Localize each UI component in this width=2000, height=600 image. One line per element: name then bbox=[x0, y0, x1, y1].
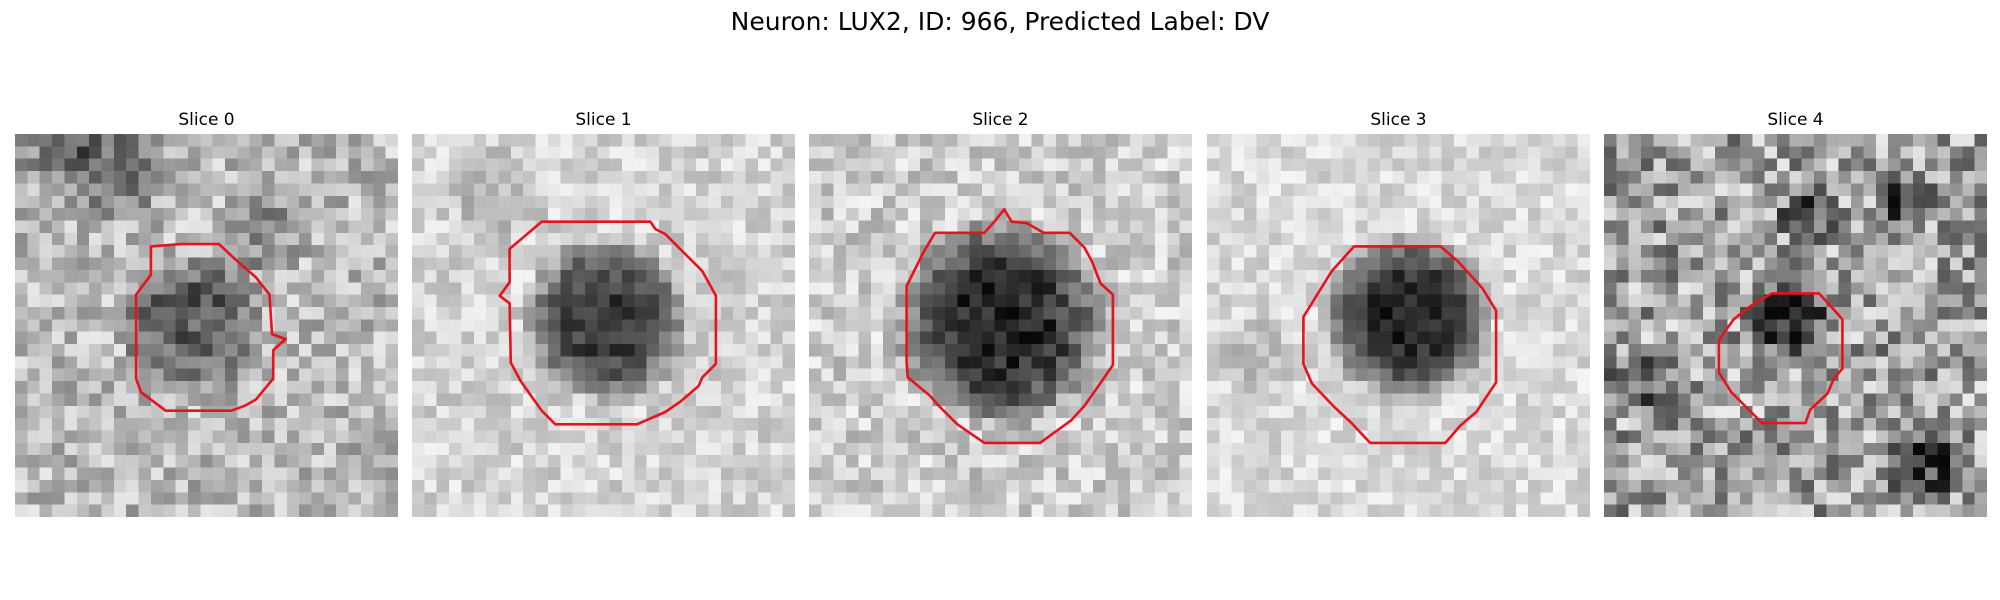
slice-panel-2: Slice 2 bbox=[809, 106, 1192, 517]
slice-image-3 bbox=[1207, 134, 1590, 517]
slice-title-4: Slice 4 bbox=[1767, 110, 1824, 130]
slice-image-2 bbox=[809, 134, 1192, 517]
slice-panel-1: Slice 1 bbox=[412, 106, 795, 517]
roi-contour bbox=[1302, 245, 1498, 445]
slice-image-1 bbox=[412, 134, 795, 517]
figure-title: Neuron: LUX2, ID: 966, Predicted Label: … bbox=[730, 7, 1270, 36]
slice-title-2: Slice 2 bbox=[972, 110, 1029, 130]
slice-title-0: Slice 0 bbox=[178, 110, 235, 130]
slice-panel-3: Slice 3 bbox=[1207, 106, 1590, 517]
slice-panel-4: Slice 4 bbox=[1604, 106, 1987, 517]
slice-panel-0: Slice 0 bbox=[15, 106, 398, 517]
roi-contour bbox=[134, 242, 287, 413]
roi-contour bbox=[1717, 292, 1844, 425]
slice-image-4 bbox=[1604, 134, 1987, 517]
slice-title-3: Slice 3 bbox=[1370, 110, 1427, 130]
slice-image-0 bbox=[15, 134, 398, 517]
roi-contour bbox=[905, 208, 1115, 445]
slice-title-1: Slice 1 bbox=[575, 110, 632, 130]
roi-contour bbox=[498, 220, 718, 426]
